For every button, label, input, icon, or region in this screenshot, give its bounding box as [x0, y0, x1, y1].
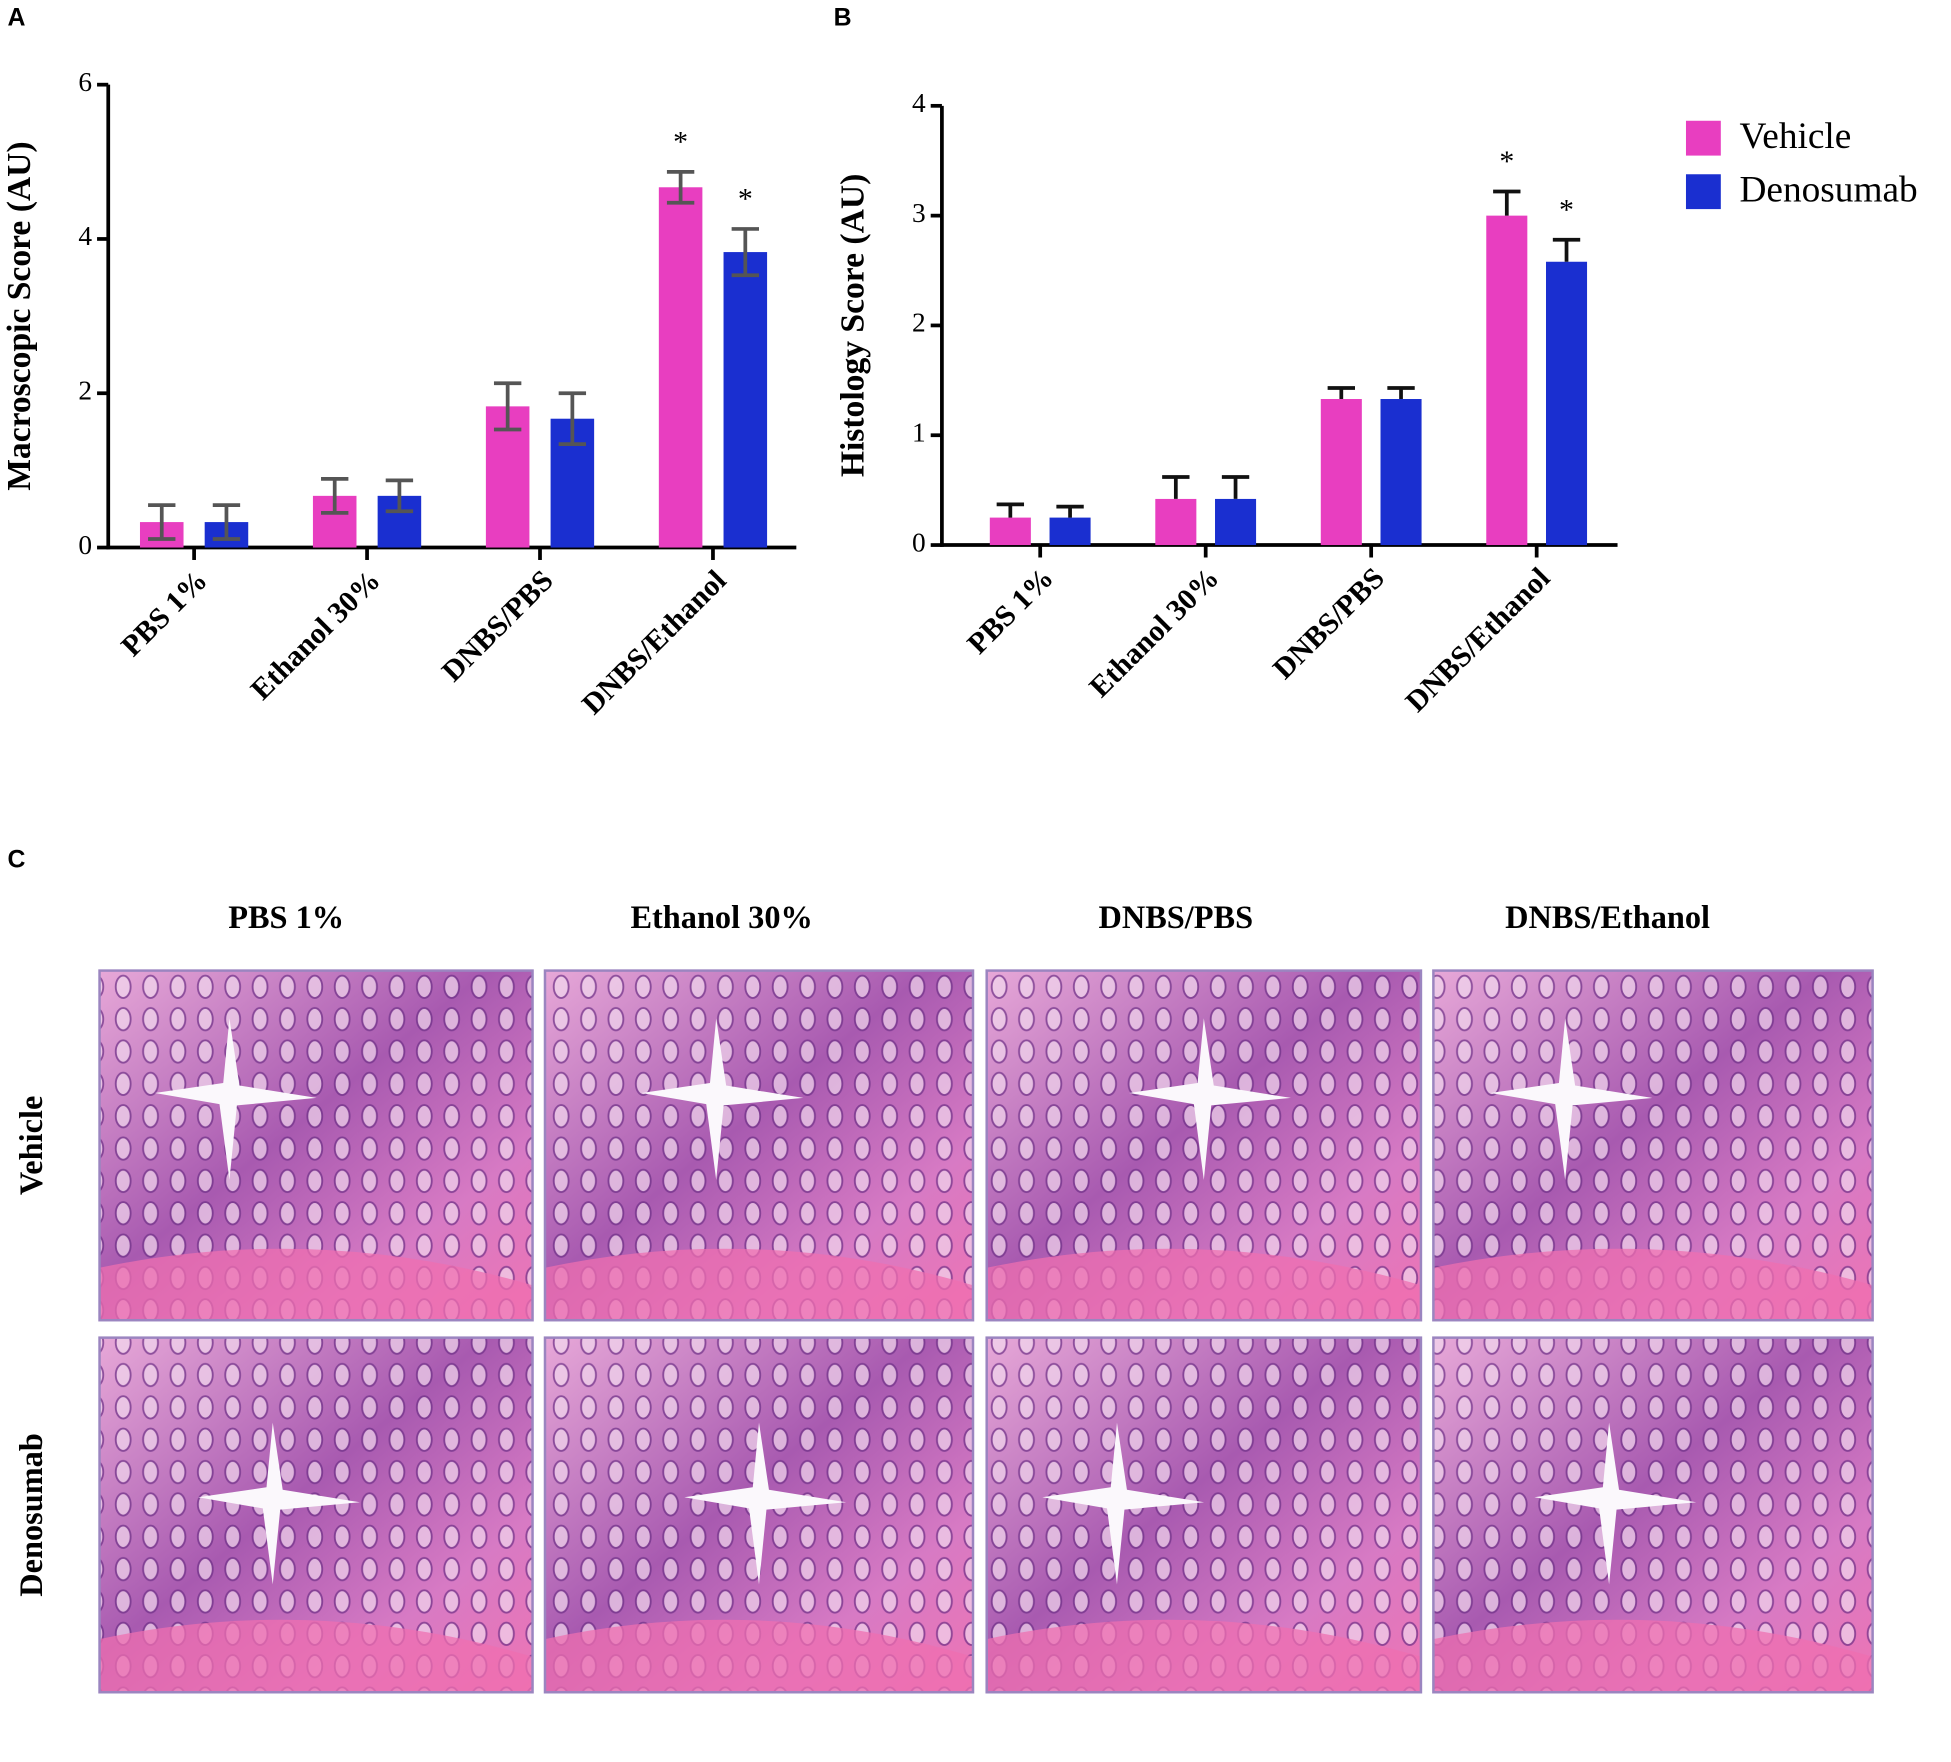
error-bar — [212, 503, 241, 541]
error-bar — [666, 169, 695, 205]
histology-image — [543, 1336, 975, 1694]
muscle-layer — [99, 1248, 533, 1321]
muscle-layer — [986, 1248, 1421, 1321]
x-tick-label: DNBS/Ethanol — [1399, 561, 1556, 718]
row-header: Vehicle — [13, 1096, 49, 1195]
lumen — [1534, 1422, 1697, 1585]
image-border — [98, 1336, 534, 1694]
error-bar — [321, 477, 349, 515]
bar — [1380, 399, 1422, 546]
column-header: PBS 1% — [228, 899, 344, 935]
y-tick-label: 0 — [78, 530, 92, 560]
bar — [723, 252, 768, 548]
column-header: DNBS/Ethanol — [1505, 899, 1710, 935]
row-header: Denosumab — [13, 1433, 49, 1597]
error-bar — [1552, 237, 1581, 262]
image-border — [1432, 1336, 1874, 1694]
significance-mark: * — [673, 125, 688, 158]
lumen — [154, 1018, 317, 1181]
x-tick-label: DNBS/PBS — [1267, 561, 1391, 685]
lumen — [1042, 1422, 1205, 1585]
bar — [1215, 498, 1257, 546]
error-bar — [1221, 475, 1250, 499]
muscle-layer — [986, 1619, 1421, 1693]
panel-label: A — [7, 3, 25, 31]
error-bar — [558, 391, 587, 447]
column-header: Ethanol 30% — [630, 899, 812, 935]
y-tick-label: 0 — [912, 527, 926, 557]
lumen — [641, 1018, 804, 1181]
muscle-layer — [1433, 1619, 1873, 1693]
bar — [1486, 215, 1528, 546]
image-border — [98, 969, 534, 1322]
error-bar — [1327, 386, 1355, 400]
legend-swatch — [1685, 174, 1721, 210]
bar — [1320, 399, 1362, 546]
bar — [1155, 498, 1197, 546]
significance-mark: * — [1499, 145, 1514, 178]
legend-label: Vehicle — [1739, 116, 1851, 157]
panel-label: B — [834, 3, 852, 31]
x-tick-label: PBS 1% — [961, 561, 1060, 660]
histology-image — [98, 1336, 534, 1694]
bar — [1545, 261, 1588, 546]
bar — [1049, 517, 1091, 546]
error-bar — [1162, 475, 1190, 499]
histology-image — [1432, 1336, 1874, 1694]
bar — [989, 517, 1031, 546]
muscle-layer — [544, 1248, 974, 1321]
histology-image — [1432, 969, 1874, 1322]
error-bar — [148, 503, 176, 541]
error-bar — [1387, 386, 1415, 400]
histology-image — [98, 969, 534, 1322]
image-border — [543, 1336, 975, 1694]
error-bar — [1493, 189, 1521, 216]
y-tick-label: 4 — [912, 88, 926, 118]
y-tick-label: 4 — [78, 221, 92, 251]
column-header: DNBS/PBS — [1099, 899, 1254, 935]
error-bar — [1056, 504, 1084, 518]
error-bar — [731, 227, 759, 278]
lumen — [198, 1422, 360, 1585]
lumen — [684, 1422, 847, 1585]
image-border — [985, 969, 1423, 1322]
y-axis-label: Histology Score (AU) — [835, 174, 872, 477]
x-tick-label: DNBS/PBS — [436, 564, 560, 688]
histology-image — [985, 1336, 1423, 1694]
muscle-layer — [1433, 1248, 1873, 1321]
histology-image — [543, 969, 975, 1322]
error-bar — [385, 478, 414, 514]
y-tick-label: 3 — [912, 198, 926, 228]
significance-mark: * — [1559, 193, 1574, 226]
y-tick-label: 2 — [78, 376, 92, 406]
x-tick-label: DNBS/Ethanol — [576, 564, 733, 721]
image-border — [543, 969, 975, 1322]
legend-label: Denosumab — [1739, 169, 1917, 210]
lumen — [1129, 1018, 1291, 1181]
panel-label: C — [7, 846, 25, 874]
error-bar — [996, 502, 1025, 518]
histology-image — [985, 969, 1423, 1322]
legend-swatch — [1685, 120, 1721, 156]
y-tick-label: 1 — [912, 418, 926, 448]
y-tick-label: 6 — [78, 67, 92, 97]
significance-mark: * — [738, 182, 753, 215]
image-border — [985, 1336, 1423, 1694]
x-tick-label: Ethanol 30% — [1083, 561, 1225, 703]
y-tick-label: 2 — [912, 308, 926, 338]
muscle-layer — [99, 1619, 533, 1693]
muscle-layer — [544, 1619, 974, 1693]
image-border — [1432, 969, 1874, 1322]
bar — [658, 187, 703, 548]
lumen — [1490, 1018, 1653, 1181]
error-bar — [493, 381, 522, 432]
y-axis-label: Macroscopic Score (AU) — [1, 141, 38, 490]
x-tick-label: PBS 1% — [115, 564, 214, 663]
x-tick-label: Ethanol 30% — [244, 564, 386, 706]
